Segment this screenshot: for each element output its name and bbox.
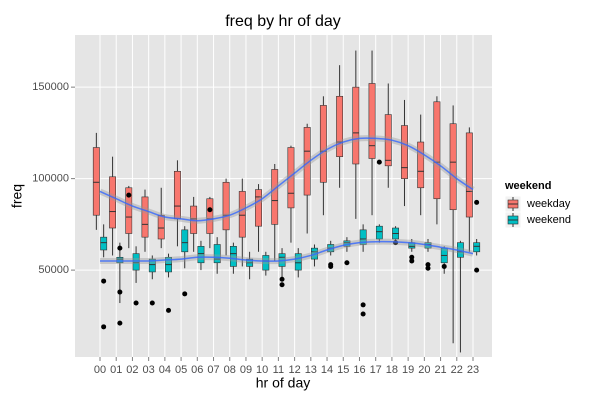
x-tick-label: 00 [94,364,106,376]
y-tick-label: 50000 [38,264,69,276]
x-tick-label: 14 [321,364,333,376]
box [359,229,367,245]
outlier [166,307,172,313]
x-tick-label: 13 [305,364,317,376]
outlier [360,302,366,308]
y-tick-label: 100000 [32,173,69,185]
x-axis-label: hr of day [256,375,310,391]
x-tick-label: 05 [175,364,187,376]
box [109,176,117,229]
box [262,255,270,271]
x-tick-label: 15 [337,364,349,376]
x-tick-label: 21 [434,364,446,376]
outlier [474,267,480,273]
legend-title: weekend [504,180,551,192]
x-tick-label: 16 [353,364,365,376]
box [352,86,360,165]
outlier [133,300,139,306]
x-tick-label: 08 [224,364,236,376]
x-tick-label: 17 [370,364,382,376]
x-tick-label: 10 [256,364,268,376]
box [238,191,246,238]
box [157,214,165,240]
outlier [328,263,334,269]
box [433,101,441,200]
outlier [149,300,155,306]
x-tick-label: 23 [467,364,479,376]
x-tick-label: 07 [207,364,219,376]
x-tick-label: 01 [110,364,122,376]
x-tick-label: 03 [143,364,155,376]
box [197,246,205,264]
x-tick-label: 09 [240,364,252,376]
box [100,236,108,251]
outlier [101,278,107,284]
x-tick-label: 06 [191,364,203,376]
box [368,83,376,159]
chart-title: freq by hr of day [225,13,341,30]
box [222,181,230,231]
outlier [207,207,213,213]
box [229,246,237,267]
y-axis-label: freq [9,184,25,208]
box [401,125,408,179]
box [336,95,344,157]
legend-label: weekday [526,198,571,210]
x-tick-label: 11 [273,364,284,376]
outlier [279,276,285,282]
box [116,256,124,264]
x-tick-label: 12 [288,364,300,376]
box [213,244,221,264]
box [125,187,133,234]
x-tick-label: 22 [451,364,463,376]
box [141,196,149,238]
outlier [425,265,431,271]
box [132,253,140,271]
outlier [474,199,480,205]
y-tick-label: 150000 [32,81,69,93]
outlier [425,262,431,268]
box [294,253,302,271]
box [465,132,473,218]
box [206,198,214,234]
box [173,171,181,220]
box [375,225,383,240]
outlier [117,320,123,326]
outlier [182,291,188,297]
smooth-line [99,240,474,262]
box [417,141,425,189]
box [271,169,279,225]
box [449,123,457,211]
x-tick-label: 02 [126,364,138,376]
panel [75,35,492,357]
box [255,189,262,227]
box [92,147,100,216]
x-tick-label: 18 [386,364,398,376]
outlier [376,159,382,165]
outlier [344,260,350,266]
outlier [126,192,132,198]
outlier [117,245,123,251]
outlier [409,258,415,264]
box [181,229,189,253]
x-tick-label: 19 [402,364,414,376]
x-tick-label: 04 [159,364,171,376]
outlier [360,311,366,317]
outlier [101,324,107,330]
outlier [117,289,123,295]
outlier [441,263,447,269]
legend-label: weekend [526,214,571,226]
x-tick-label: 20 [418,364,430,376]
smooth-line [99,137,474,222]
outlier [279,282,285,288]
box [319,105,327,183]
box [473,242,481,253]
box [148,258,156,273]
outlier [409,254,415,260]
